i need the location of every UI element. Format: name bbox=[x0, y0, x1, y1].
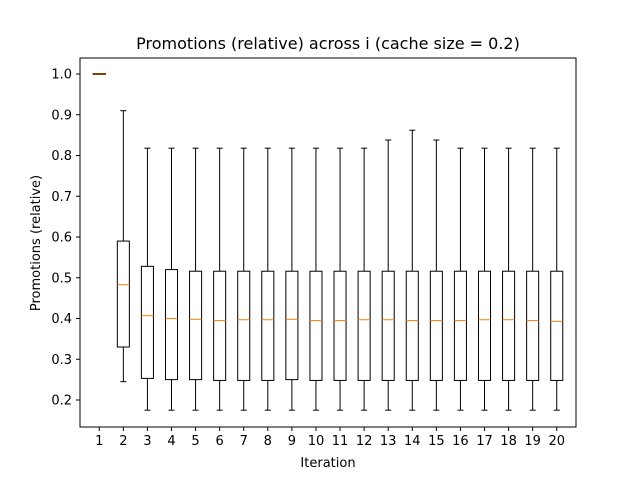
y-axis-label: Promotions (relative) bbox=[29, 175, 44, 311]
box-group bbox=[550, 147, 564, 411]
y-ticks-layer: 0.2 0.3 0.4 0.5 0.6 0.7 0.8 0.9 1.0 bbox=[51, 68, 80, 409]
y-tick-label: 0.8 bbox=[51, 149, 72, 164]
x-tick-label: 1 bbox=[95, 434, 103, 449]
box-group bbox=[333, 147, 347, 411]
box-group bbox=[381, 139, 395, 411]
box-group bbox=[429, 139, 443, 411]
x-tick-label: 8 bbox=[264, 434, 272, 449]
x-tick-label: 18 bbox=[500, 434, 517, 449]
y-tick-label: 0.4 bbox=[51, 312, 72, 327]
chart-title: Promotions (relative) across i (cache si… bbox=[136, 34, 520, 53]
x-tick-label: 6 bbox=[216, 434, 224, 449]
box-group bbox=[477, 147, 492, 411]
y-tick-label: 0.9 bbox=[51, 108, 72, 123]
box-group bbox=[285, 147, 299, 411]
x-tick-label: 9 bbox=[288, 434, 296, 449]
boxes-layer bbox=[92, 73, 564, 411]
y-tick-label: 0.2 bbox=[51, 394, 72, 409]
y-tick-label: 0.7 bbox=[51, 190, 72, 205]
box-group bbox=[213, 147, 227, 411]
x-axis-label: Iteration bbox=[300, 456, 355, 471]
x-tick-label: 5 bbox=[191, 434, 199, 449]
x-tick-label: 17 bbox=[476, 434, 493, 449]
x-tick-label: 7 bbox=[240, 434, 248, 449]
x-ticks-layer: 1 2 3 4 5 6 7 8 9 10 11 12 13 14 15 16 17 18 19 20 bbox=[95, 427, 565, 449]
x-tick-label: 15 bbox=[428, 434, 445, 449]
box-group bbox=[189, 147, 203, 411]
box-group bbox=[502, 147, 516, 411]
x-tick-label: 19 bbox=[524, 434, 541, 449]
box-group bbox=[526, 147, 540, 411]
iqr-box bbox=[333, 270, 347, 381]
box-group bbox=[357, 147, 371, 411]
iqr-box bbox=[526, 270, 540, 381]
x-tick-label: 16 bbox=[452, 434, 469, 449]
iqr-box bbox=[453, 270, 467, 381]
y-tick-label: 0.5 bbox=[51, 271, 72, 286]
x-tick-label: 10 bbox=[308, 434, 325, 449]
iqr-box bbox=[429, 270, 443, 381]
x-tick-label: 12 bbox=[356, 434, 373, 449]
box-group bbox=[140, 147, 154, 411]
iqr-box bbox=[213, 270, 227, 381]
y-tick-label: 0.6 bbox=[51, 231, 72, 246]
box-group bbox=[92, 73, 106, 75]
iqr-box bbox=[405, 270, 419, 381]
box-group bbox=[261, 147, 275, 411]
box-group bbox=[164, 147, 179, 411]
x-tick-label: 13 bbox=[380, 434, 397, 449]
x-tick-label: 14 bbox=[404, 434, 421, 449]
iqr-box bbox=[164, 269, 179, 381]
iqr-box bbox=[502, 270, 516, 381]
box-group bbox=[405, 129, 419, 411]
x-tick-label: 4 bbox=[167, 434, 175, 449]
iqr-box bbox=[357, 270, 371, 381]
y-tick-label: 0.3 bbox=[51, 353, 72, 368]
x-tick-label: 20 bbox=[548, 434, 565, 449]
iqr-box bbox=[285, 270, 299, 381]
plot-area-frame bbox=[79, 57, 577, 428]
iqr-box bbox=[309, 270, 323, 381]
box-group bbox=[309, 147, 323, 411]
x-tick-label: 2 bbox=[119, 434, 127, 449]
x-tick-label: 11 bbox=[332, 434, 349, 449]
iqr-box bbox=[140, 265, 154, 379]
iqr-box bbox=[550, 270, 564, 381]
x-tick-label: 3 bbox=[143, 434, 151, 449]
iqr-box bbox=[237, 270, 251, 381]
box-group bbox=[116, 110, 130, 383]
box-group bbox=[453, 147, 467, 411]
iqr-box bbox=[477, 270, 492, 381]
iqr-box bbox=[261, 270, 275, 381]
iqr-box bbox=[381, 270, 395, 381]
box-group bbox=[237, 147, 251, 411]
iqr-box bbox=[116, 240, 130, 348]
y-tick-label: 1.0 bbox=[51, 68, 72, 83]
iqr-box bbox=[189, 270, 203, 381]
